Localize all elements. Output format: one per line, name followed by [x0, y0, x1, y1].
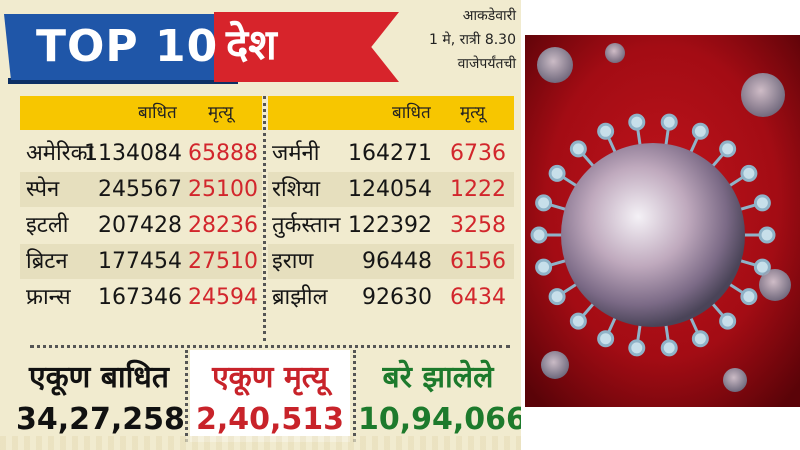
- country-name: स्पेन: [26, 177, 60, 202]
- totals-divider-1: [185, 350, 188, 442]
- table-row: अमेरिका 1134084 65888: [20, 136, 262, 171]
- country-name: अमेरिका: [26, 141, 94, 166]
- totals-divider: [30, 345, 510, 348]
- infected-count: 1134084: [84, 141, 182, 166]
- coronavirus-image: [525, 35, 800, 407]
- virus-spike-tip: [660, 113, 678, 131]
- note-line-2: 1 मे, रात्री 8.30: [429, 32, 516, 48]
- virus-spike-tip: [740, 288, 758, 306]
- virus-spike-tip: [535, 194, 553, 212]
- small-virus-particle: [541, 351, 569, 379]
- table-row: फ्रान्स 167346 24594: [20, 280, 262, 315]
- virus-spike-tip: [660, 339, 678, 357]
- table-row: ब्राझील 92630 6434: [268, 280, 514, 315]
- table-row: इराण 96448 6156: [268, 244, 514, 279]
- death-count: 28236: [188, 213, 258, 238]
- total-recovered-label: बरे झालेले: [382, 360, 494, 395]
- totals-divider-2: [353, 350, 356, 442]
- death-count: 1222: [450, 177, 506, 202]
- banner-title: TOP 10: [36, 21, 219, 72]
- virus-spike-tip: [719, 312, 737, 330]
- virus-spike-tip: [753, 194, 771, 212]
- country-name: तुर्कस्तान: [272, 213, 341, 238]
- infected-count: 167346: [98, 285, 182, 310]
- infected-count: 92630: [362, 285, 432, 310]
- country-name: फ्रान्स: [26, 285, 71, 310]
- infected-count: 245567: [98, 177, 182, 202]
- virus-spike-tip: [758, 226, 776, 244]
- virus-spike-tip: [740, 164, 758, 182]
- banner-shadow: [8, 78, 238, 84]
- virus-spike-tip: [569, 140, 587, 158]
- banner-subtitle: देश: [226, 20, 277, 69]
- death-count: 6434: [450, 285, 506, 310]
- total-infected-label: एकूण बाधित: [29, 360, 169, 395]
- country-name: ब्राझील: [272, 285, 328, 310]
- virus-spike-tip: [548, 164, 566, 182]
- virus-spike-tip: [569, 312, 587, 330]
- infected-count: 96448: [362, 249, 432, 274]
- virus-spike-tip: [535, 258, 553, 276]
- virus-spike-tip: [597, 122, 615, 140]
- country-name: जर्मनी: [272, 141, 320, 166]
- country-name: ब्रिटन: [26, 249, 68, 274]
- banner-red-band: [214, 12, 399, 82]
- banner-blue-band: [4, 14, 236, 80]
- table-row: स्पेन 245567 25100: [20, 172, 262, 207]
- note-line-1: आकडेवारी: [462, 8, 516, 24]
- total-deaths-label: एकूण मृत्यू: [212, 360, 328, 395]
- death-count: 24594: [188, 285, 258, 310]
- death-count: 25100: [188, 177, 258, 202]
- table-row: ब्रिटन 177454 27510: [20, 244, 262, 279]
- virus-spike-tip: [719, 140, 737, 158]
- death-count: 6736: [450, 141, 506, 166]
- note-line-3: वाजेपर्यंतची: [457, 56, 516, 72]
- header-infected: बाधित: [138, 103, 177, 123]
- coronavirus-illustration: [525, 35, 800, 407]
- data-timestamp-note: आकडेवारी 1 मे, रात्री 8.30 वाजेपर्यंतची: [404, 4, 516, 76]
- small-virus-particle: [759, 269, 791, 301]
- virus-spike-tip: [753, 258, 771, 276]
- virus-spike-tip: [530, 226, 548, 244]
- total-recovered-value: 10,94,066: [358, 402, 521, 437]
- country-name: इराण: [272, 249, 314, 274]
- virus-spike-tip: [691, 122, 709, 140]
- virus-spike-tip: [691, 330, 709, 348]
- small-virus-particle: [605, 43, 625, 63]
- small-virus-particle: [723, 368, 747, 392]
- right-table-header: बाधित मृत्यू: [268, 96, 514, 130]
- death-count: 65888: [188, 141, 258, 166]
- infected-count: 207428: [98, 213, 182, 238]
- table-row: तुर्कस्तान 122392 3258: [268, 208, 514, 243]
- death-count: 27510: [188, 249, 258, 274]
- infected-count: 164271: [348, 141, 432, 166]
- virus-spike-tip: [597, 330, 615, 348]
- country-name: रशिया: [272, 177, 321, 202]
- table-row: इटली 207428 28236: [20, 208, 262, 243]
- header-deaths: मृत्यू: [460, 103, 485, 123]
- death-count: 3258: [450, 213, 506, 238]
- total-infected-value: 34,27,258: [16, 402, 185, 437]
- virus-spike-tip: [548, 288, 566, 306]
- table-row: जर्मनी 164271 6736: [268, 136, 514, 171]
- total-deaths: एकूण मृत्यू 2,40,513: [190, 350, 350, 442]
- virus-spike-tip: [628, 113, 646, 131]
- column-divider: [263, 96, 266, 341]
- virus-spike-tip: [628, 339, 646, 357]
- total-recovered: बरे झालेले 10,94,066: [358, 350, 521, 442]
- total-deaths-value: 2,40,513: [195, 402, 345, 437]
- infected-count: 122392: [348, 213, 432, 238]
- covid-stats-card: TOP 10 देश आकडेवारी 1 मे, रात्री 8.30 वा…: [0, 0, 521, 450]
- header-infected: बाधित: [392, 103, 431, 123]
- small-virus-particle: [741, 73, 785, 117]
- death-count: 6156: [450, 249, 506, 274]
- header-deaths: मृत्यू: [208, 103, 233, 123]
- total-infected: एकूण बाधित 34,27,258: [16, 350, 185, 442]
- table-row: रशिया 124054 1222: [268, 172, 514, 207]
- left-table-header: बाधित मृत्यू: [20, 96, 262, 130]
- infected-count: 177454: [98, 249, 182, 274]
- small-virus-particle: [537, 47, 573, 83]
- country-name: इटली: [26, 213, 69, 238]
- infected-count: 124054: [348, 177, 432, 202]
